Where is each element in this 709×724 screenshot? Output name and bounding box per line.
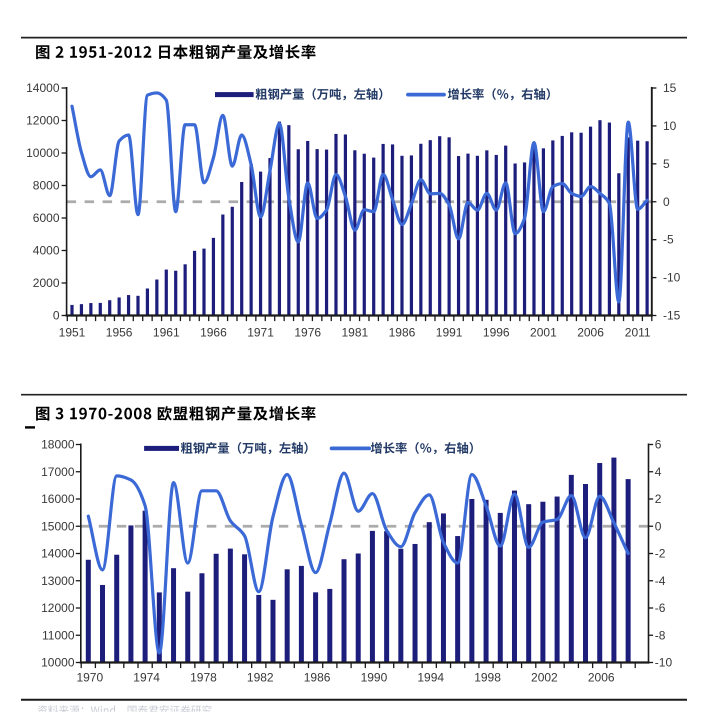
svg-text:-4: -4 — [655, 574, 666, 588]
svg-text:-2: -2 — [655, 547, 666, 561]
svg-text:12000: 12000 — [26, 114, 60, 128]
svg-text:2001: 2001 — [530, 325, 557, 339]
svg-text:0: 0 — [53, 309, 60, 323]
svg-text:1961: 1961 — [153, 325, 180, 339]
svg-text:12000: 12000 — [41, 601, 75, 615]
svg-text:15000: 15000 — [41, 519, 75, 533]
svg-text:1998: 1998 — [474, 670, 501, 684]
svg-text:6: 6 — [655, 438, 662, 452]
svg-text:17000: 17000 — [41, 465, 75, 479]
svg-text:-10: -10 — [663, 271, 681, 285]
svg-text:2002: 2002 — [531, 670, 558, 684]
svg-text:-5: -5 — [663, 233, 674, 247]
svg-text:10000: 10000 — [26, 146, 60, 160]
svg-text:2006: 2006 — [577, 325, 604, 339]
svg-text:15: 15 — [663, 81, 677, 95]
svg-text:1982: 1982 — [247, 670, 274, 684]
svg-text:4000: 4000 — [33, 244, 60, 258]
svg-text:6000: 6000 — [33, 211, 60, 225]
svg-text:1974: 1974 — [133, 670, 160, 684]
svg-text:-10: -10 — [655, 656, 673, 670]
svg-text:-15: -15 — [663, 309, 681, 323]
svg-text:1951: 1951 — [59, 325, 86, 339]
svg-text:1991: 1991 — [436, 325, 463, 339]
svg-text:1981: 1981 — [341, 325, 368, 339]
svg-text:0: 0 — [655, 519, 662, 533]
svg-text:1990: 1990 — [361, 670, 388, 684]
svg-text:1971: 1971 — [247, 325, 274, 339]
svg-text:16000: 16000 — [41, 492, 75, 506]
svg-text:1996: 1996 — [483, 325, 510, 339]
svg-text:0: 0 — [663, 195, 670, 209]
svg-text:1966: 1966 — [200, 325, 227, 339]
svg-text:2011: 2011 — [625, 325, 651, 339]
svg-text:8000: 8000 — [33, 179, 60, 193]
svg-text:-8: -8 — [655, 628, 666, 642]
svg-text:1986: 1986 — [389, 325, 416, 339]
svg-text:1994: 1994 — [417, 670, 444, 684]
svg-text:14000: 14000 — [26, 81, 60, 95]
svg-text:14000: 14000 — [41, 547, 75, 561]
svg-text:1976: 1976 — [294, 325, 321, 339]
svg-text:1970: 1970 — [76, 670, 103, 684]
svg-text:2006: 2006 — [588, 670, 615, 684]
svg-text:1956: 1956 — [106, 325, 133, 339]
svg-text:2: 2 — [655, 492, 662, 506]
svg-text:5: 5 — [663, 157, 670, 171]
svg-text:1986: 1986 — [304, 670, 331, 684]
svg-text:18000: 18000 — [41, 438, 75, 452]
svg-text:11000: 11000 — [42, 628, 75, 642]
svg-text:-6: -6 — [655, 601, 666, 615]
svg-text:13000: 13000 — [41, 574, 75, 588]
svg-text:2000: 2000 — [33, 276, 60, 290]
svg-text:10: 10 — [663, 119, 677, 133]
svg-text:1978: 1978 — [190, 670, 217, 684]
svg-text:10000: 10000 — [41, 656, 75, 670]
svg-text:4: 4 — [655, 465, 662, 479]
